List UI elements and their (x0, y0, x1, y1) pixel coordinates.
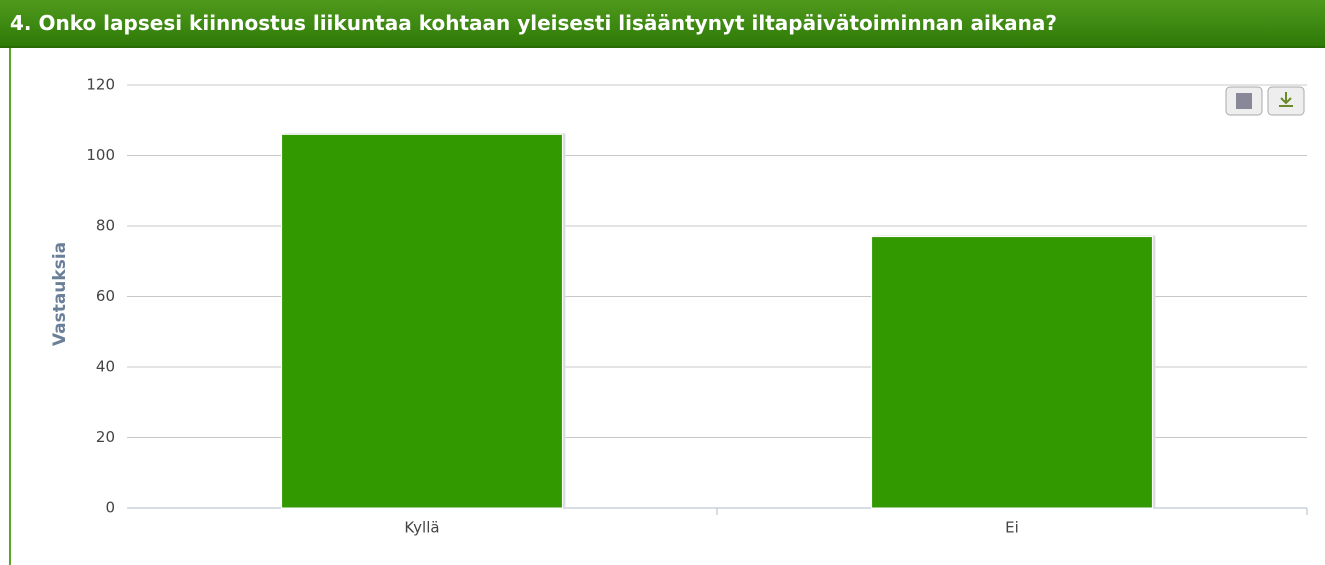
border (9, 48, 11, 565)
chart: Vastauksia 0 20 40 60 80 100 120 Kyllä Ei (50, 76, 1308, 537)
x-tick-label: Kyllä (404, 519, 439, 537)
y-tick-label: 0 (105, 499, 115, 517)
print-button[interactable] (1225, 86, 1263, 116)
download-button[interactable] (1267, 86, 1305, 116)
bar (281, 133, 563, 509)
y-tick-label: 40 (96, 358, 115, 376)
y-tick-label: 120 (86, 76, 115, 94)
y-tick-label: 20 (96, 428, 115, 446)
chart-title: 4. Onko lapsesi kiinnostus liikuntaa koh… (10, 11, 1057, 35)
x-tick-label: Ei (1005, 519, 1019, 537)
y-tick-label: 60 (96, 287, 115, 305)
y-axis-label: Vastauksia (50, 242, 70, 346)
y-tick-label: 100 (86, 146, 115, 164)
y-tick-label: 80 (96, 217, 115, 235)
header: 4. Onko lapsesi kiinnostus liikuntaa koh… (0, 0, 1325, 48)
bar (871, 236, 1153, 509)
